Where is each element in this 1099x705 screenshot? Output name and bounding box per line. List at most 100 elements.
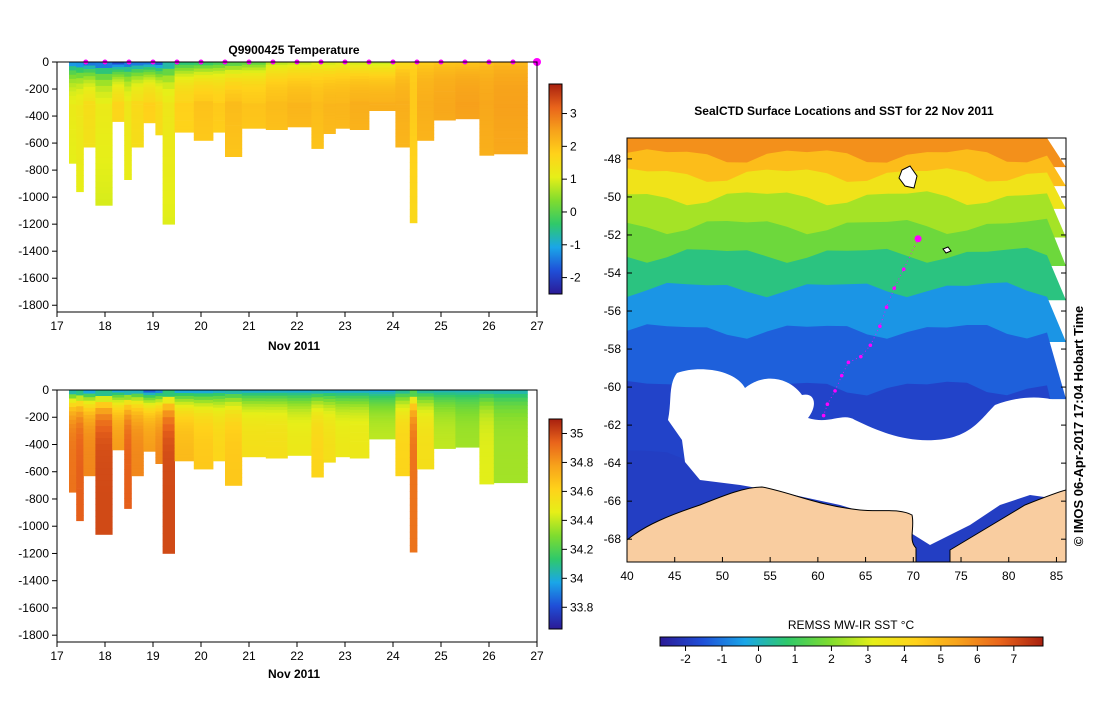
profile-cell	[76, 148, 84, 155]
profile-cell	[83, 465, 96, 470]
profile-cell	[323, 444, 336, 448]
profile-column	[213, 62, 226, 133]
profile-cell	[335, 395, 351, 399]
profile-cell	[112, 84, 125, 88]
profile-cell	[213, 129, 226, 133]
profile-cell	[335, 95, 351, 99]
profile-cell	[69, 78, 77, 84]
profile-cell	[193, 452, 214, 457]
profile-cell	[241, 417, 267, 421]
profile-column	[433, 62, 456, 121]
profile-cell	[395, 83, 411, 88]
profile-cell	[323, 429, 336, 433]
profile-cell	[493, 142, 528, 147]
profile-cell	[479, 108, 495, 113]
profile-cell	[395, 457, 411, 462]
profile-cell	[433, 416, 456, 420]
profile-cell	[76, 67, 84, 74]
profile-cell	[112, 106, 125, 110]
profile-cell	[155, 457, 163, 461]
profile-cell	[349, 398, 370, 402]
profile-cell	[225, 425, 243, 431]
profile-cell	[311, 466, 324, 471]
profile-cell	[124, 469, 132, 475]
profile-cell	[193, 462, 214, 467]
profile-cell	[174, 407, 195, 412]
profile-cell	[131, 136, 144, 141]
profile-cell	[225, 477, 243, 482]
profile-cell	[335, 445, 351, 449]
profile-cell	[162, 451, 175, 459]
profile-cell	[335, 111, 351, 115]
profile-cell	[287, 70, 312, 74]
profile-cell	[193, 117, 214, 122]
profile-cell	[433, 69, 456, 73]
profile-cell	[479, 456, 495, 461]
profile-cell	[225, 437, 243, 443]
profile-cell	[395, 76, 411, 81]
profile-cell	[193, 446, 214, 450]
profile-cell	[124, 62, 132, 68]
profile-column	[395, 390, 411, 477]
profile-cell	[369, 100, 396, 103]
profile-cell	[95, 438, 113, 445]
profile-cell	[193, 436, 214, 440]
profile-cell	[241, 125, 267, 129]
profile-cell	[455, 76, 480, 79]
profile-cell	[213, 425, 226, 429]
profile-cell	[369, 72, 396, 75]
profile-cell	[69, 402, 77, 408]
profile-cell	[124, 409, 132, 416]
profile-cell	[493, 390, 528, 395]
lon-tick-label: 70	[907, 569, 921, 583]
profile-cell	[241, 403, 267, 408]
profile-cell	[433, 105, 456, 109]
profile-cell	[395, 125, 411, 130]
profile-cell	[69, 159, 77, 164]
sst-colorbar-tick-label: 3	[865, 652, 872, 666]
profile-cell	[174, 73, 195, 77]
profile-cell	[112, 420, 125, 423]
profile-cell	[162, 170, 175, 178]
profile-cell	[112, 81, 125, 85]
profile-cell	[417, 71, 435, 76]
profile-cell	[95, 480, 113, 487]
profile-cell	[162, 485, 175, 493]
profile-cell	[131, 101, 144, 105]
profile-cell	[213, 446, 226, 450]
profile-cell	[213, 94, 226, 98]
profile-cell	[455, 97, 480, 101]
profile-cell	[479, 468, 495, 473]
profile-cell	[395, 415, 411, 419]
profile-cell	[433, 414, 456, 418]
profile-cell	[131, 115, 144, 120]
profile-cell	[124, 444, 132, 450]
profile-cell	[455, 440, 480, 443]
profile-cell	[287, 439, 312, 443]
track-point	[839, 373, 844, 378]
profile-cell	[265, 107, 288, 111]
profile-column	[323, 62, 336, 134]
profile-cell	[335, 437, 351, 441]
profile-cell	[479, 476, 495, 481]
profile-cell	[409, 189, 418, 197]
profile-cell	[265, 118, 288, 122]
profile-cell	[95, 390, 113, 397]
salinity-x-label: Nov 2011	[268, 667, 320, 681]
profile-cell	[311, 141, 324, 146]
profile-cell	[131, 407, 144, 412]
lat-tick-label: -60	[604, 380, 622, 394]
profile-cell	[323, 447, 336, 451]
profile-cell	[143, 72, 156, 75]
profile-cell	[174, 88, 195, 92]
profile-cell	[143, 82, 156, 86]
map-title: SealCTD Surface Locations and SST for 22…	[694, 104, 994, 118]
profile-cell	[417, 416, 435, 420]
profile-cell	[213, 443, 226, 447]
profile-cell	[225, 117, 243, 122]
profile-cell	[349, 90, 370, 94]
profile-cell	[225, 390, 243, 395]
profile-cell	[323, 68, 336, 72]
profile-cell	[455, 428, 480, 431]
heard-island	[942, 246, 952, 254]
